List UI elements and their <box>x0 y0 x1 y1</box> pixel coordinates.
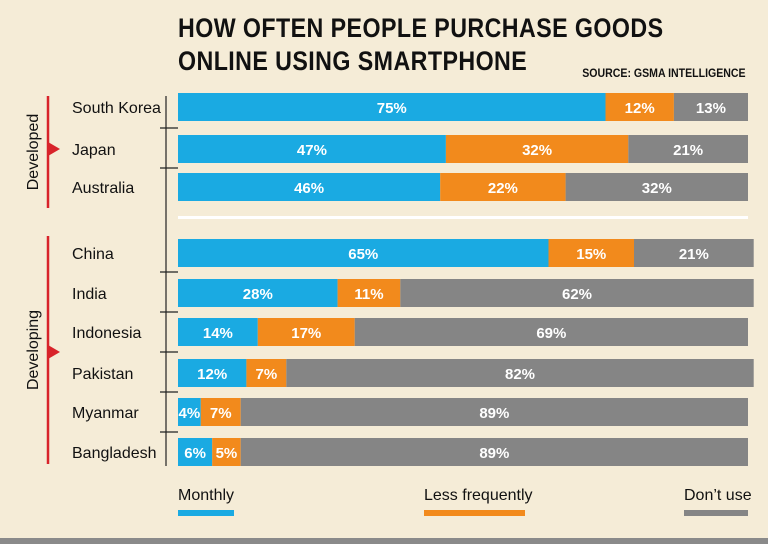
data-label-japan-monthly: 47% <box>297 142 327 159</box>
data-label-myanmar-don-t-use: 89% <box>479 405 509 422</box>
data-label-indonesia-don-t-use: 69% <box>536 325 566 342</box>
bar-china-don-t-use <box>634 239 754 267</box>
bar-pakistan-less-frequently <box>246 359 287 387</box>
legend-label-monthly: Monthly <box>178 487 234 504</box>
data-label-indonesia-less-frequently: 17% <box>291 325 321 342</box>
bar-india-less-frequently <box>337 279 401 307</box>
category-label-india: India <box>72 286 107 303</box>
category-label-indonesia: Indonesia <box>72 325 141 342</box>
bar-myanmar-monthly <box>178 398 201 426</box>
bar-pakistan-monthly <box>178 359 247 387</box>
legend-swatch-don-t-use <box>684 510 748 516</box>
data-label-bangladesh-monthly: 6% <box>184 445 206 462</box>
data-label-india-monthly: 28% <box>243 286 273 303</box>
bar-pakistan-don-t-use <box>286 359 754 387</box>
bar-myanmar-less-frequently <box>200 398 241 426</box>
bar-china-less-frequently <box>548 239 634 267</box>
chart-title-line1: HOW OFTEN PEOPLE PURCHASE GOODS <box>178 13 664 43</box>
data-label-australia-don-t-use: 32% <box>642 180 672 197</box>
data-label-myanmar-monthly: 4% <box>179 405 201 422</box>
data-label-south-korea-monthly: 75% <box>377 100 407 117</box>
bar-south-korea-don-t-use <box>673 93 748 121</box>
bar-india-don-t-use <box>400 279 754 307</box>
category-label-bangladesh: Bangladesh <box>72 445 157 462</box>
bar-bangladesh-monthly <box>178 438 213 466</box>
bar-australia-less-frequently <box>440 173 566 201</box>
bar-japan-less-frequently <box>445 135 629 163</box>
legend-label-less-frequently: Less frequently <box>424 487 533 504</box>
data-label-china-don-t-use: 21% <box>679 246 709 263</box>
data-label-south-korea-don-t-use: 13% <box>696 100 726 117</box>
category-label-japan: Japan <box>72 142 116 159</box>
data-label-china-less-frequently: 15% <box>576 246 606 263</box>
legend-swatch-monthly <box>178 510 234 516</box>
bar-south-korea-less-frequently <box>605 93 674 121</box>
bar-china-monthly <box>178 239 549 267</box>
legend-swatch-less-frequently <box>424 510 525 516</box>
bar-south-korea-monthly <box>178 93 606 121</box>
data-label-japan-less-frequently: 32% <box>522 142 552 159</box>
bottom-rule <box>0 538 768 544</box>
chart-title-line2: ONLINE USING SMARTPHONE <box>178 46 528 76</box>
data-label-bangladesh-don-t-use: 89% <box>479 445 509 462</box>
bar-indonesia-less-frequently <box>257 318 355 346</box>
data-label-myanmar-less-frequently: 7% <box>210 405 232 422</box>
bar-indonesia-monthly <box>178 318 258 346</box>
bar-india-monthly <box>178 279 338 307</box>
data-label-pakistan-less-frequently: 7% <box>256 366 278 383</box>
source-note: SOURCE: GSMA INTELLIGENCE <box>582 66 746 80</box>
bar-australia-monthly <box>178 173 441 201</box>
bar-bangladesh-less-frequently <box>212 438 241 466</box>
category-label-china: China <box>72 246 114 263</box>
bar-japan-monthly <box>178 135 446 163</box>
group-label-developing: Developing <box>25 310 42 390</box>
group-marker-developing <box>48 345 60 359</box>
bar-japan-don-t-use <box>628 135 748 163</box>
group-marker-developed <box>48 142 60 156</box>
data-label-japan-don-t-use: 21% <box>673 142 703 159</box>
bar-myanmar-don-t-use <box>240 398 748 426</box>
legend-label-don-t-use: Don’t use <box>684 487 752 504</box>
group-label-developed: Developed <box>25 114 42 191</box>
data-label-pakistan-monthly: 12% <box>197 366 227 383</box>
data-label-australia-less-frequently: 22% <box>488 180 518 197</box>
data-label-australia-monthly: 46% <box>294 180 324 197</box>
data-label-china-monthly: 65% <box>348 246 378 263</box>
category-label-myanmar: Myanmar <box>72 405 139 422</box>
data-label-india-don-t-use: 62% <box>562 286 592 303</box>
category-label-australia: Australia <box>72 180 134 197</box>
data-label-india-less-frequently: 11% <box>354 286 383 303</box>
data-label-indonesia-monthly: 14% <box>203 325 233 342</box>
bar-bangladesh-don-t-use <box>240 438 748 466</box>
data-label-south-korea-less-frequently: 12% <box>625 100 655 117</box>
bar-australia-don-t-use <box>565 173 748 201</box>
chart-title: HOW OFTEN PEOPLE PURCHASE GOODS ONLINE U… <box>178 12 664 78</box>
bar-indonesia-don-t-use <box>354 318 748 346</box>
data-label-bangladesh-less-frequently: 5% <box>216 445 238 462</box>
data-label-pakistan-don-t-use: 82% <box>505 366 535 383</box>
category-label-pakistan: Pakistan <box>72 366 133 383</box>
category-label-south-korea: South Korea <box>72 100 161 117</box>
group-separator <box>178 216 748 219</box>
